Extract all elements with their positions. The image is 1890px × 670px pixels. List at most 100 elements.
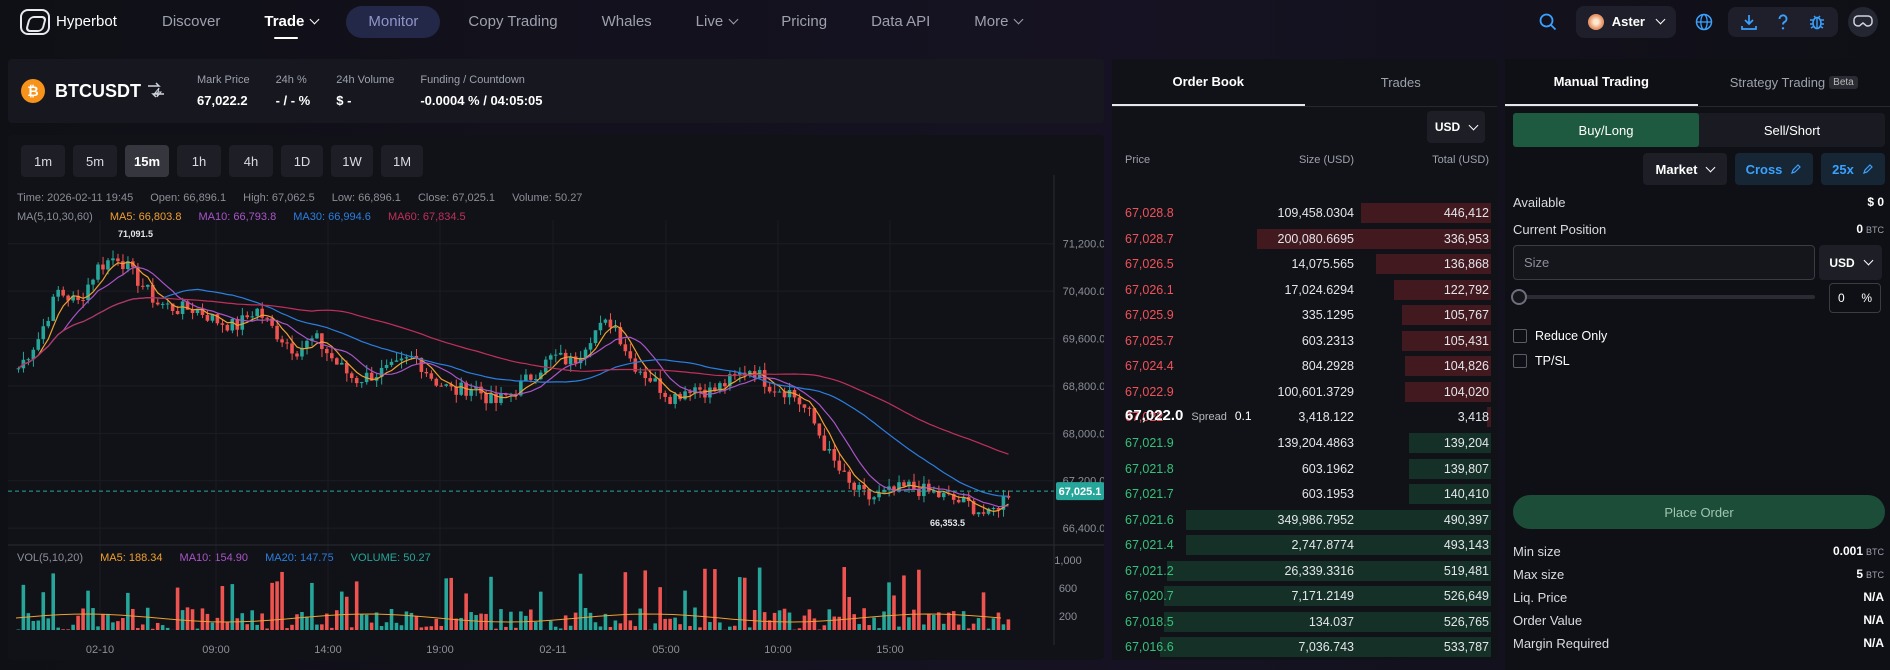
- nav-monitor[interactable]: Monitor: [346, 5, 441, 38]
- volume-bar: [966, 628, 971, 630]
- candle-body: [36, 339, 41, 350]
- ask-row[interactable]: 67,024.4 804.2928 104,826: [1112, 355, 1497, 377]
- bid-row[interactable]: 67,021.4 2,747.8774 493,143: [1112, 534, 1497, 556]
- ask-row[interactable]: 67,028.7 200,080.6695 336,953: [1112, 228, 1497, 250]
- percent-input[interactable]: 0%: [1829, 283, 1881, 313]
- tab-manual-trading[interactable]: Manual Trading: [1505, 59, 1698, 106]
- tf-5m[interactable]: 5m: [73, 145, 117, 177]
- nav-copy-trading[interactable]: Copy Trading: [446, 0, 579, 43]
- swap-icon[interactable]: [147, 81, 165, 101]
- candlestick-chart[interactable]: 71,200.0 70,400.0 69,600.0 68,800.0 68,000.0…: [8, 135, 1104, 660]
- tpsl-checkbox[interactable]: TP/SL: [1513, 354, 1570, 368]
- size-currency-select[interactable]: USD: [1819, 245, 1882, 280]
- tf-1h[interactable]: 1h: [177, 145, 221, 177]
- candle-body: [728, 374, 732, 387]
- depth-bar: [1394, 279, 1491, 300]
- volume-bar: [519, 611, 523, 630]
- candle-body: [563, 352, 568, 365]
- candle-body: [733, 374, 737, 376]
- bid-row[interactable]: 67,016.6 7,036.743 533,787: [1112, 636, 1497, 658]
- nav-pricing[interactable]: Pricing: [759, 0, 849, 43]
- gamepad-icon[interactable]: [1848, 6, 1878, 37]
- tab-trades[interactable]: Trades: [1380, 75, 1421, 90]
- volume-bar: [882, 611, 886, 630]
- nav-whales[interactable]: Whales: [580, 0, 674, 43]
- exchange-selector[interactable]: Aster: [1575, 5, 1676, 38]
- reduce-only-checkbox[interactable]: Reduce Only: [1513, 329, 1607, 343]
- bid-row[interactable]: 67,021.8 603.1962 139,807: [1112, 458, 1497, 480]
- volume-bar: [51, 573, 55, 630]
- candle-body: [713, 387, 717, 391]
- row-size: 603.2313: [1301, 333, 1354, 348]
- volume-bar: [638, 608, 643, 630]
- edit-icon: [1862, 164, 1873, 174]
- book-currency-select[interactable]: USD: [1427, 111, 1485, 143]
- candle-body: [260, 308, 264, 318]
- tab-strategy-trading[interactable]: Strategy Trading Beta: [1698, 59, 1890, 106]
- tf-1m[interactable]: 1m: [21, 145, 65, 177]
- tf-1mo[interactable]: 1M: [381, 145, 423, 177]
- depth-bar: [1256, 228, 1491, 249]
- candle-body: [633, 358, 638, 372]
- size-slider[interactable]: [1511, 289, 1815, 305]
- search-icon[interactable]: [1534, 8, 1562, 36]
- nav-trade[interactable]: Trade: [242, 0, 340, 43]
- margin-mode-button[interactable]: Cross: [1735, 153, 1813, 185]
- order-type-select[interactable]: Market: [1643, 153, 1727, 185]
- candle-body: [538, 372, 543, 380]
- leverage-button[interactable]: 25x: [1821, 153, 1885, 185]
- row-size: 804.2928: [1301, 359, 1354, 373]
- bid-row[interactable]: 67,021.9 139,204.4863 139,204: [1112, 432, 1497, 454]
- bug-icon[interactable]: [1800, 8, 1834, 36]
- slider-handle[interactable]: [1511, 289, 1527, 305]
- sell-short-button[interactable]: Sell/Short: [1763, 122, 1821, 138]
- tf-4h[interactable]: 4h: [229, 145, 273, 177]
- bid-row[interactable]: 67,021.2 26,339.3316 519,481: [1112, 560, 1497, 582]
- nav-live[interactable]: Live: [674, 0, 760, 43]
- candle-body: [116, 258, 120, 262]
- tf-1d[interactable]: 1D: [281, 145, 323, 177]
- bid-row[interactable]: 67,018.5 134.037 526,765: [1112, 611, 1497, 633]
- volume-bar: [66, 629, 70, 630]
- volume-bar: [235, 618, 240, 630]
- help-icon[interactable]: [1766, 8, 1800, 36]
- tf-15m[interactable]: 15m: [125, 145, 169, 177]
- nav-more[interactable]: More: [952, 0, 1044, 43]
- candle-body: [240, 315, 245, 330]
- bid-row[interactable]: 67,020.7 7,171.2149 526,649: [1112, 585, 1497, 607]
- candle-body: [56, 289, 60, 297]
- volume-bar: [782, 608, 787, 630]
- row-total: 104,826: [1443, 359, 1489, 373]
- candle-body: [583, 349, 588, 358]
- brand-logo[interactable]: Hyperbot: [20, 8, 140, 35]
- ask-row[interactable]: 67,025.9 335.1295 105,767: [1112, 304, 1497, 326]
- candle-body: [797, 397, 802, 405]
- ask-row[interactable]: 67,026.5 14,075.565 136,868: [1112, 253, 1497, 275]
- ask-row[interactable]: 67,026.1 17,024.6294 122,792: [1112, 279, 1497, 301]
- bid-row[interactable]: 67,021.7 603.1953 140,410: [1112, 483, 1497, 505]
- volume-bar: [265, 628, 269, 630]
- buy-long-button[interactable]: Buy/Long: [1513, 113, 1699, 147]
- candle-body: [61, 289, 65, 296]
- download-icon[interactable]: [1732, 8, 1766, 36]
- volume-bar: [946, 612, 951, 630]
- globe-icon[interactable]: [1690, 8, 1718, 36]
- row-price: 67,021.2: [1125, 563, 1174, 578]
- ask-row[interactable]: 67,025.7 603.2313 105,431: [1112, 330, 1497, 352]
- bid-row[interactable]: 67,021.6 349,986.7952 490,397: [1112, 509, 1497, 531]
- nav-discover[interactable]: Discover: [140, 0, 242, 43]
- place-order-button[interactable]: Place Order: [1513, 495, 1885, 529]
- ask-row[interactable]: 67,028.8 109,458.0304 446,412: [1112, 202, 1497, 224]
- tf-1w[interactable]: 1W: [331, 145, 373, 177]
- ask-row[interactable]: 67,022.9 100,601.3729 104,020: [1112, 381, 1497, 403]
- size-input[interactable]: Size: [1513, 245, 1815, 280]
- volume-bar: [494, 628, 498, 630]
- margin-mode: Cross: [1745, 161, 1783, 177]
- volume-bar: [628, 620, 633, 630]
- nav-data-api[interactable]: Data API: [849, 0, 952, 43]
- volume-bar: [389, 609, 394, 630]
- symbol-name[interactable]: BTCUSDT: [55, 80, 141, 101]
- ask-row[interactable]: 67,022 3,418.122 3,418: [1112, 406, 1497, 428]
- tab-order-book[interactable]: Order Book: [1112, 59, 1305, 106]
- row-total: 105,767: [1443, 308, 1489, 322]
